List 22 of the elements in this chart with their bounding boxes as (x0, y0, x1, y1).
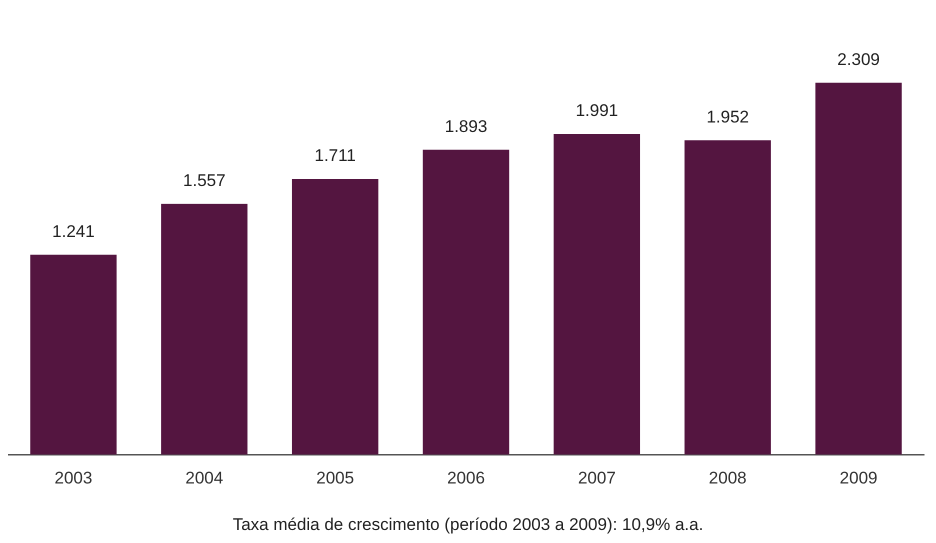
x-tick-label: 2008 (708, 468, 747, 488)
x-tick-label: 2005 (316, 468, 354, 488)
x-tick-label: 2007 (578, 468, 616, 488)
text: Taxa média de crescimento (período 2003 a 2009): 10,9% a.a. (232, 515, 704, 535)
data-label: 1.557 (183, 171, 226, 190)
data-label: 1.241 (52, 222, 95, 241)
data-label: 1.711 (314, 146, 356, 166)
data-label: 2.309 (837, 50, 880, 69)
data-label: 1.952 (706, 107, 749, 126)
bar (422, 150, 510, 455)
data-label: 1.893 (444, 116, 488, 136)
bar (30, 254, 117, 455)
bar (684, 140, 771, 455)
bar (554, 134, 640, 455)
bar (161, 204, 248, 455)
x-tick-label: 2009 (840, 468, 878, 488)
bar (292, 179, 378, 455)
x-tick-label: 2003 (54, 468, 92, 488)
x-tick-label: 2004 (185, 468, 224, 488)
bar (815, 82, 902, 455)
data-label: 1.991 (576, 101, 618, 120)
x-tick-label: 2006 (447, 468, 485, 488)
